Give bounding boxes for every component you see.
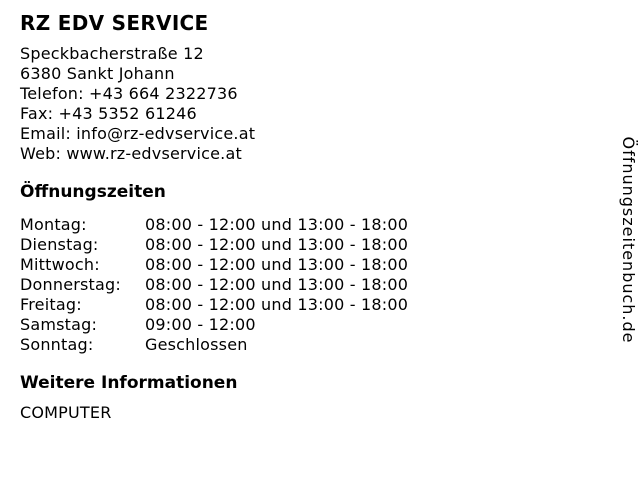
hours-row-monday: Montag: 08:00 - 12:00 und 13:00 - 18:00 (20, 215, 640, 235)
site-watermark-vertical-text: Öffnungszeitenbuch.de (619, 136, 638, 344)
address-city-line: 6380 Sankt Johann (20, 64, 175, 83)
category-text: COMPUTER (20, 403, 112, 422)
time-value: Geschlossen (145, 335, 248, 354)
opening-hours-heading: Öffnungszeiten (20, 182, 166, 202)
day-label: Samstag: (20, 315, 98, 334)
more-information-heading: Weitere Informationen (20, 373, 238, 393)
opening-hours-table: Montag: 08:00 - 12:00 und 13:00 - 18:00 … (20, 215, 640, 355)
address-street-line: Speckbacherstraße 12 (20, 44, 204, 63)
fax-line: Fax: +43 5352 61246 (20, 104, 197, 123)
day-label: Freitag: (20, 295, 82, 314)
email-line: Email: info@rz-edvservice.at (20, 124, 256, 143)
business-info-page: RZ EDV SERVICE Speckbacherstraße 12 6380… (20, 11, 640, 422)
hours-row-sunday: Sonntag: Geschlossen (20, 335, 640, 355)
business-name-title: RZ EDV SERVICE (20, 11, 209, 35)
day-label: Donnerstag: (20, 275, 121, 294)
time-value: 08:00 - 12:00 und 13:00 - 18:00 (145, 295, 409, 314)
website-line: Web: www.rz-edvservice.at (20, 144, 242, 163)
day-label: Mittwoch: (20, 255, 100, 274)
hours-row-friday: Freitag: 08:00 - 12:00 und 13:00 - 18:00 (20, 295, 640, 315)
time-value: 08:00 - 12:00 und 13:00 - 18:00 (145, 235, 409, 254)
time-value: 08:00 - 12:00 und 13:00 - 18:00 (145, 255, 409, 274)
hours-row-tuesday: Dienstag: 08:00 - 12:00 und 13:00 - 18:0… (20, 235, 640, 255)
time-value: 08:00 - 12:00 und 13:00 - 18:00 (145, 215, 409, 234)
contact-info-block: Speckbacherstraße 12 6380 Sankt Johann T… (20, 44, 640, 164)
day-label: Sonntag: (20, 335, 94, 354)
hours-row-saturday: Samstag: 09:00 - 12:00 (20, 315, 640, 335)
time-value: 09:00 - 12:00 (145, 315, 256, 334)
hours-row-thursday: Donnerstag: 08:00 - 12:00 und 13:00 - 18… (20, 275, 640, 295)
day-label: Montag: (20, 215, 87, 234)
time-value: 08:00 - 12:00 und 13:00 - 18:00 (145, 275, 409, 294)
hours-row-wednesday: Mittwoch: 08:00 - 12:00 und 13:00 - 18:0… (20, 255, 640, 275)
phone-line: Telefon: +43 664 2322736 (20, 84, 238, 103)
day-label: Dienstag: (20, 235, 99, 254)
